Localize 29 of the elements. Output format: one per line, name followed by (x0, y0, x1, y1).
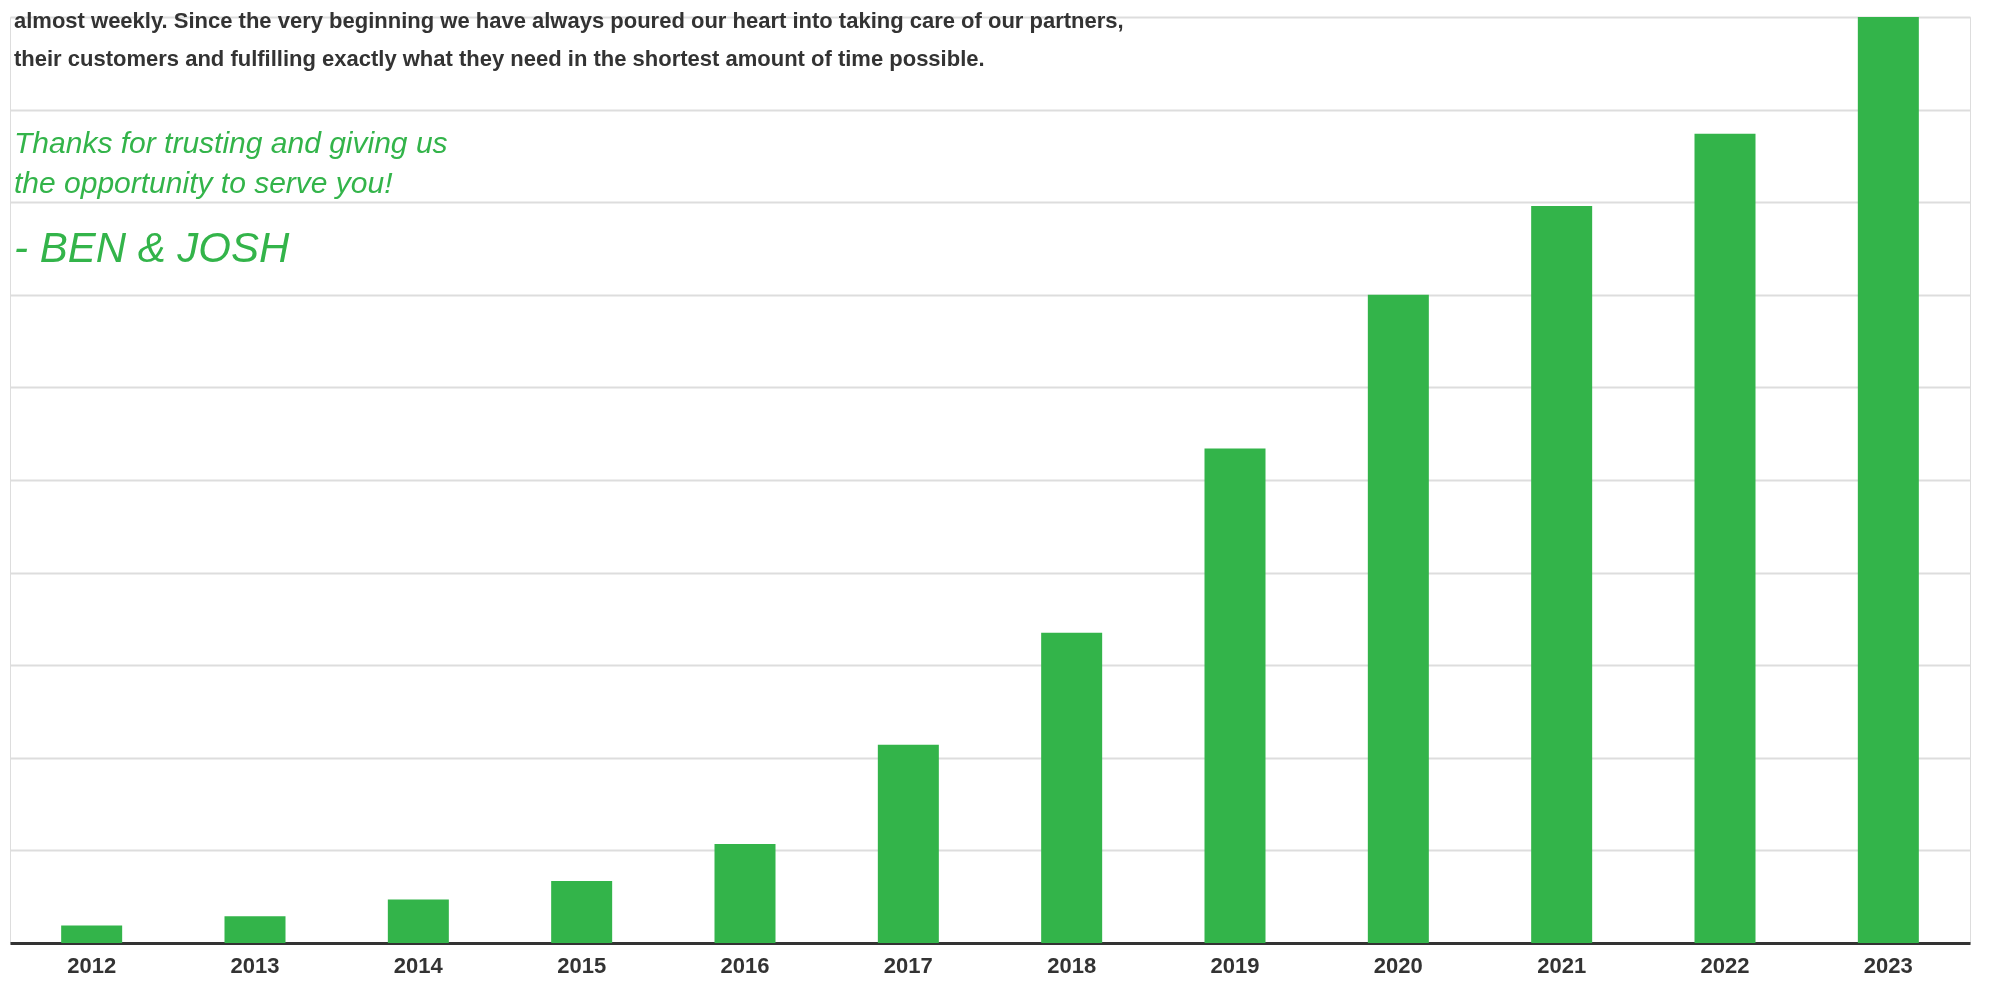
x-tick-label: 2022 (1700, 952, 1750, 978)
bar (1204, 448, 1266, 943)
annotation: - BEN & JOSH (14, 224, 291, 271)
x-tick-label: 2012 (67, 952, 117, 978)
x-tick-label: 2023 (1863, 952, 1913, 978)
bar (387, 899, 449, 943)
x-tick-label: 2021 (1537, 952, 1587, 978)
x-tick-label: 2019 (1210, 952, 1260, 978)
bar (61, 925, 123, 943)
bar (551, 880, 613, 943)
x-tick-label: 2013 (230, 952, 280, 978)
annotation: the opportunity to serve you! (14, 166, 394, 199)
annotation: Thanks for trusting and giving us (14, 126, 448, 159)
annotation: their customers and fulfilling exactly what they need in the shortest amount of time possible. (14, 46, 985, 71)
x-tick-label: 2018 (1047, 952, 1097, 978)
x-tick-label: 2020 (1373, 952, 1423, 978)
x-tick-label: 2017 (883, 952, 933, 978)
bar (1694, 133, 1756, 943)
bar (1531, 205, 1593, 943)
x-tick-label: 2014 (393, 952, 444, 978)
x-tick-label: 2015 (557, 952, 607, 978)
annotation: almost weekly. Since the very beginning we have always poured our heart into taking care of our partners, (14, 8, 1124, 33)
bar (1857, 17, 1919, 943)
bar (1041, 632, 1103, 943)
bar (714, 843, 776, 943)
x-tick-label: 2016 (720, 952, 770, 978)
bar (877, 744, 939, 943)
bar (1367, 294, 1429, 943)
bar (224, 916, 286, 943)
